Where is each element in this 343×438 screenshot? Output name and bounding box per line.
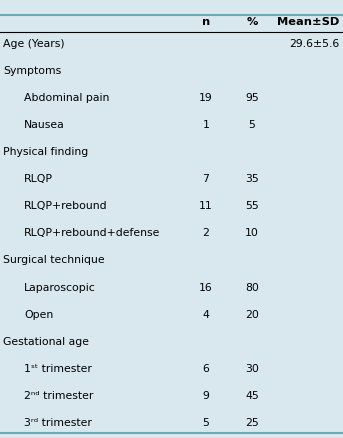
Text: 29.6±5.6: 29.6±5.6 — [289, 39, 340, 49]
Text: %: % — [246, 17, 258, 27]
Text: 7: 7 — [202, 174, 209, 184]
Text: 2: 2 — [202, 228, 209, 238]
Text: 35: 35 — [245, 174, 259, 184]
Text: 10: 10 — [245, 228, 259, 238]
Text: 95: 95 — [245, 93, 259, 103]
Text: Age (Years): Age (Years) — [3, 39, 65, 49]
Text: 30: 30 — [245, 364, 259, 374]
Text: 1: 1 — [202, 120, 209, 130]
Text: n: n — [202, 17, 210, 27]
Text: Surgical technique: Surgical technique — [3, 255, 105, 265]
Text: 45: 45 — [245, 391, 259, 401]
Text: 6: 6 — [202, 364, 209, 374]
Text: 9: 9 — [202, 391, 209, 401]
Text: 1ˢᵗ trimester: 1ˢᵗ trimester — [24, 364, 92, 374]
Text: 19: 19 — [199, 93, 213, 103]
Text: Abdominal pain: Abdominal pain — [24, 93, 109, 103]
Text: 11: 11 — [199, 201, 213, 211]
Text: Symptoms: Symptoms — [3, 66, 62, 76]
Text: RLQP+rebound+defense: RLQP+rebound+defense — [24, 228, 161, 238]
Text: 80: 80 — [245, 283, 259, 293]
Text: Mean±SD: Mean±SD — [277, 17, 340, 27]
Text: Nausea: Nausea — [24, 120, 65, 130]
Text: Laparoscopic: Laparoscopic — [24, 283, 96, 293]
Text: 4: 4 — [202, 310, 209, 320]
Text: 5: 5 — [202, 418, 209, 428]
Text: 25: 25 — [245, 418, 259, 428]
Text: Open: Open — [24, 310, 53, 320]
Text: RLQP+rebound: RLQP+rebound — [24, 201, 108, 211]
Text: 2ⁿᵈ trimester: 2ⁿᵈ trimester — [24, 391, 93, 401]
Text: 55: 55 — [245, 201, 259, 211]
Text: Gestational age: Gestational age — [3, 337, 90, 347]
Text: 16: 16 — [199, 283, 213, 293]
Text: 3ʳᵈ trimester: 3ʳᵈ trimester — [24, 418, 92, 428]
Text: Physical finding: Physical finding — [3, 147, 89, 157]
Text: 5: 5 — [249, 120, 256, 130]
Text: 20: 20 — [245, 310, 259, 320]
Text: RLQP: RLQP — [24, 174, 53, 184]
